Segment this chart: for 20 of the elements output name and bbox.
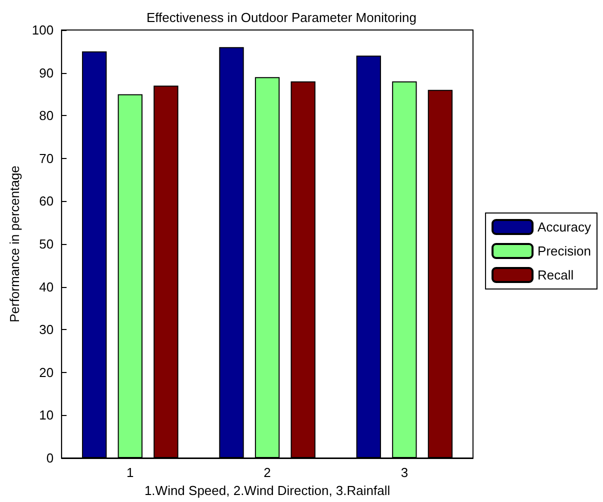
x-tick-label: 1 — [126, 465, 134, 480]
y-tick-label: 80 — [39, 108, 54, 124]
y-tick-label: 20 — [39, 364, 54, 380]
y-tick-label: 0 — [46, 450, 54, 466]
y-tick-label: 100 — [32, 22, 54, 38]
chart-title: Effectiveness in Outdoor Parameter Monitoring — [146, 10, 417, 25]
y-axis-title: Performance in percentage — [7, 166, 22, 322]
y-tick-label: 90 — [39, 65, 54, 80]
legend-label: Recall — [538, 268, 574, 282]
y-tick-label: 60 — [39, 194, 54, 209]
x-tick-label: 3 — [400, 465, 408, 480]
y-tick-label: 70 — [39, 150, 54, 166]
legend-label: Precision — [538, 244, 591, 258]
y-tick-label: 50 — [39, 236, 54, 252]
x-tick-label: 2 — [264, 465, 271, 480]
x-axis-title: 1.Wind Speed, 2.Wind Direction, 3.Rainfall — [144, 483, 390, 498]
y-tick-label: 10 — [39, 408, 54, 423]
y-tick-label: 30 — [39, 322, 54, 338]
legend-label: Accuracy — [538, 220, 592, 234]
y-tick-label: 40 — [39, 279, 54, 294]
